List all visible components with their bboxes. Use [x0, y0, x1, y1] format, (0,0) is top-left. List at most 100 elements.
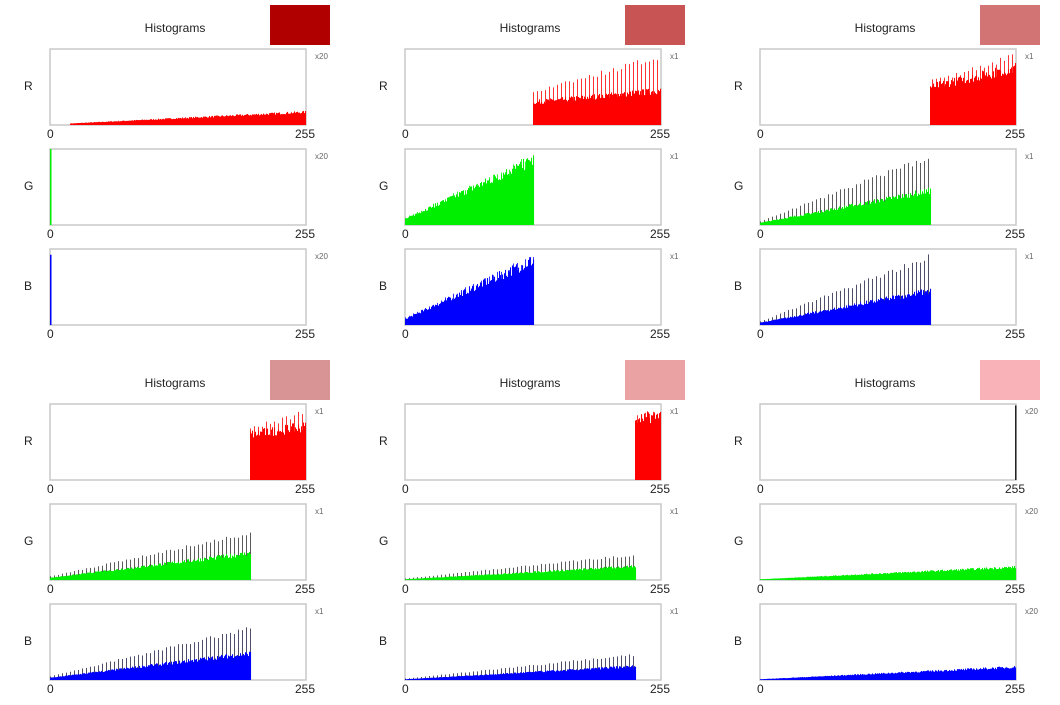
histogram-bar — [546, 99, 548, 125]
histogram-bar — [805, 213, 807, 225]
histogram-bar — [150, 566, 152, 580]
histogram-bar — [812, 213, 814, 225]
histogram-bar — [229, 656, 231, 680]
histogram-bar — [829, 576, 831, 580]
histogram-bar — [122, 669, 124, 680]
histogram-bar — [532, 263, 534, 325]
x-tick-min: 0 — [757, 327, 764, 341]
histogram-bar — [932, 86, 934, 125]
histogram-bar — [982, 669, 984, 680]
histogram-bar — [226, 554, 228, 580]
histogram-bar — [882, 574, 884, 580]
histogram-bar — [509, 272, 511, 325]
histogram-bar — [872, 673, 874, 680]
histogram-bar — [967, 79, 969, 125]
histogram-bar — [531, 672, 533, 680]
histogram-bar — [561, 671, 563, 680]
histogram-bar — [525, 671, 527, 680]
histogram-bar — [860, 673, 862, 680]
histogram-bar — [767, 321, 769, 325]
histogram-bar — [637, 91, 639, 125]
histogram-bar — [252, 430, 254, 480]
histogram-bar — [826, 310, 828, 325]
histogram-bar — [811, 213, 813, 225]
histogram-bar — [775, 678, 777, 680]
histogram-bar — [918, 290, 920, 325]
histogram-bar — [765, 679, 767, 680]
histogram-bar — [300, 113, 302, 125]
histogram-bar — [781, 318, 783, 325]
histogram-bar — [121, 121, 123, 125]
histogram-bar — [435, 677, 437, 680]
histogram-spike — [118, 658, 119, 680]
histogram-bar — [305, 422, 307, 480]
histogram-bar — [644, 95, 646, 125]
histogram-bar — [165, 662, 167, 680]
histogram-bar — [773, 220, 775, 225]
histogram-bar — [585, 568, 587, 580]
histogram-bar — [268, 114, 270, 125]
histogram-bar — [618, 93, 620, 125]
histogram-bar — [87, 673, 89, 680]
histogram-bar — [270, 113, 272, 125]
histogram-bar — [191, 561, 193, 580]
histogram-bar — [838, 575, 840, 580]
histogram-bar — [194, 659, 196, 680]
histogram-bar — [865, 574, 867, 580]
histogram-bar — [638, 90, 640, 125]
histogram-bar — [169, 562, 171, 580]
histogram-bar — [84, 573, 86, 580]
histogram-bar — [183, 561, 185, 580]
histogram-bar — [563, 571, 565, 580]
histogram-bar — [952, 670, 954, 680]
histogram-bar — [518, 267, 520, 325]
histogram-bar — [588, 668, 590, 680]
histogram-bar — [999, 567, 1001, 580]
histogram-bar — [778, 578, 780, 580]
histogram-bar — [770, 221, 772, 225]
histogram-bar — [511, 275, 513, 325]
histogram-bar — [1010, 68, 1012, 125]
histogram-bar — [421, 578, 423, 580]
histogram-bar — [115, 121, 117, 125]
histogram-bar — [834, 675, 836, 680]
histogram-bar — [789, 317, 791, 325]
histogram-bar — [612, 667, 614, 680]
histogram-bar — [823, 676, 825, 680]
histogram-bar — [529, 572, 531, 580]
histogram-bar — [816, 676, 818, 680]
histogram-bar — [233, 115, 235, 125]
histogram-bar — [457, 196, 459, 225]
histogram-bar — [246, 114, 248, 125]
histogram-bar — [645, 417, 647, 480]
histogram-bar — [95, 671, 97, 680]
histogram-bar — [856, 575, 858, 580]
histogram-bar — [532, 572, 534, 580]
histogram-bar — [418, 213, 420, 225]
histogram-bar — [291, 426, 293, 480]
histogram-bar — [435, 304, 437, 325]
histogram-spike — [900, 270, 901, 325]
histogram-bar — [469, 286, 471, 325]
histogram-bar — [765, 579, 767, 580]
histogram-bar — [221, 555, 223, 580]
histogram-bar — [965, 668, 967, 680]
histogram-bar — [449, 676, 451, 680]
histogram-bar — [903, 197, 905, 225]
histogram-bar — [170, 118, 172, 125]
histogram-bar — [160, 664, 162, 680]
histogram-bar — [467, 190, 469, 225]
histogram-bar — [409, 579, 411, 580]
histogram-bar — [478, 287, 480, 325]
histogram-bar — [937, 570, 939, 580]
histogram-bar — [181, 662, 183, 680]
histogram-bar — [991, 668, 993, 680]
histogram-bar — [477, 284, 479, 325]
histogram-bar — [779, 318, 781, 325]
histogram-bar — [512, 168, 514, 225]
histogram-bar — [996, 569, 998, 580]
histogram-bar — [238, 115, 240, 125]
histogram-bar — [245, 652, 247, 680]
histogram-bar — [480, 282, 482, 325]
histogram-bar — [107, 570, 109, 580]
